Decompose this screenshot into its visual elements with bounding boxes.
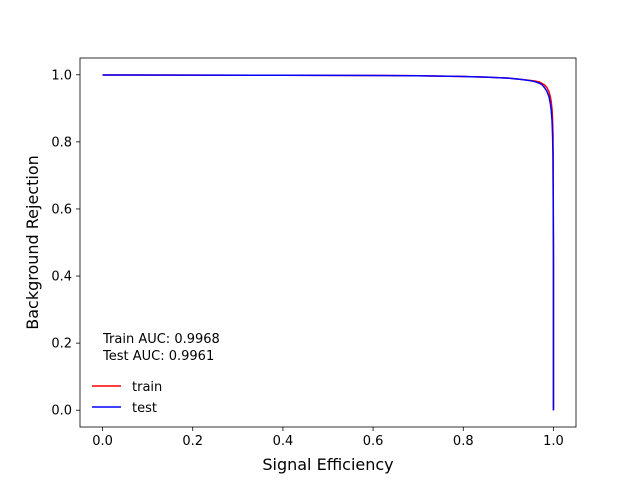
y-tick-label: 0.6 <box>51 202 72 217</box>
test-auc-annotation: Test AUC: 0.9961 <box>102 349 214 364</box>
x-tick-label: 0.8 <box>453 434 474 449</box>
y-tick-label: 0.2 <box>51 337 72 352</box>
x-axis-label: Signal Efficiency <box>262 455 393 474</box>
y-axis-ticks: 0.0 0.2 0.4 0.6 0.8 1.0 <box>51 68 80 419</box>
x-tick-label: 0.2 <box>182 434 203 449</box>
y-axis-label: Background Rejection <box>23 155 42 330</box>
series-line-test <box>102 74 555 411</box>
legend-label-test: test <box>132 401 157 416</box>
legend-label-train: train <box>132 380 162 395</box>
x-tick-label: 0.0 <box>92 434 113 449</box>
x-tick-label: 0.6 <box>363 434 384 449</box>
series-layer <box>102 74 555 411</box>
x-tick-label: 1.0 <box>543 434 564 449</box>
train-auc-annotation: Train AUC: 0.9968 <box>102 332 220 347</box>
x-tick-label: 0.4 <box>273 434 294 449</box>
y-tick-label: 0.4 <box>51 270 72 285</box>
y-tick-label: 0.8 <box>51 135 72 150</box>
plot-frame <box>79 57 577 428</box>
y-tick-label: 1.0 <box>51 68 72 83</box>
x-axis-ticks: 0.0 0.2 0.4 0.6 0.8 1.0 <box>92 427 564 449</box>
y-tick-label: 0.0 <box>51 404 72 419</box>
legend: train test <box>92 380 162 416</box>
